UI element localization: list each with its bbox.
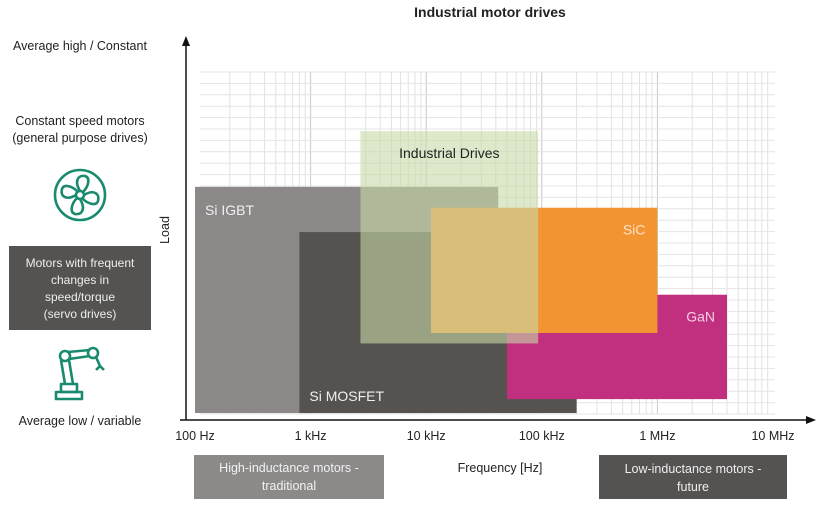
x-tick-label: 1 kHz [295, 429, 327, 443]
traditional-motors-box: High-inductance motors - traditional [194, 455, 384, 499]
region-label-si-mosfet: Si MOSFET [309, 388, 384, 404]
axes [180, 36, 816, 424]
servo-drives-box: Motors with frequent changes in speed/to… [9, 246, 151, 330]
chart-title: Industrial motor drives [414, 4, 566, 20]
x-tick-label: 100 kHz [519, 429, 565, 443]
y-annotation-top: Average high / Constant [13, 39, 147, 53]
x-tick-label: 1 MHz [639, 429, 675, 443]
servo-line-1: Motors with frequent [25, 256, 135, 270]
fan-icon [53, 168, 107, 222]
future-motors-box: Low-inductance motors - future [599, 455, 787, 499]
constant-speed-line-1: Constant speed motors [15, 114, 145, 128]
servo-line-3: speed/torque [44, 290, 116, 304]
x-tick-label: 10 MHz [751, 429, 794, 443]
future-line-1: Low-inductance motors - [624, 462, 762, 476]
x-axis-label: Frequency [Hz] [457, 461, 543, 475]
region-industrial-drives [360, 131, 539, 344]
traditional-line-2: traditional [261, 479, 317, 493]
y-axis-arrow [182, 36, 190, 46]
x-tick-label: 10 kHz [407, 429, 446, 443]
y-annotation-constant-speed: Constant speed motors (general purpose d… [0, 113, 160, 147]
region-label-si-igbt: Si IGBT [205, 202, 254, 218]
region-label-gan: GaN [686, 309, 715, 325]
robot-arm-icon [54, 346, 105, 401]
region-label-industrial-drives: Industrial Drives [399, 145, 499, 161]
region-label-sic: SiC [623, 222, 646, 238]
constant-speed-line-2: (general purpose drives) [12, 131, 148, 145]
x-tick-label: 100 Hz [175, 429, 215, 443]
x-axis-arrow [806, 416, 816, 424]
y-annotation-bottom: Average low / variable [18, 414, 142, 428]
servo-line-4: (servo drives) [43, 307, 117, 321]
future-line-2: future [677, 480, 709, 494]
traditional-line-1: High-inductance motors - [219, 461, 359, 475]
servo-line-2: changes in [50, 273, 110, 287]
x-ticks: 100 Hz 1 kHz 10 kHz 100 kHz 1 MHz 10 MHz [175, 429, 794, 443]
regions: Si IGBT Si MOSFET GaN SiC Industrial Drives [195, 131, 727, 414]
